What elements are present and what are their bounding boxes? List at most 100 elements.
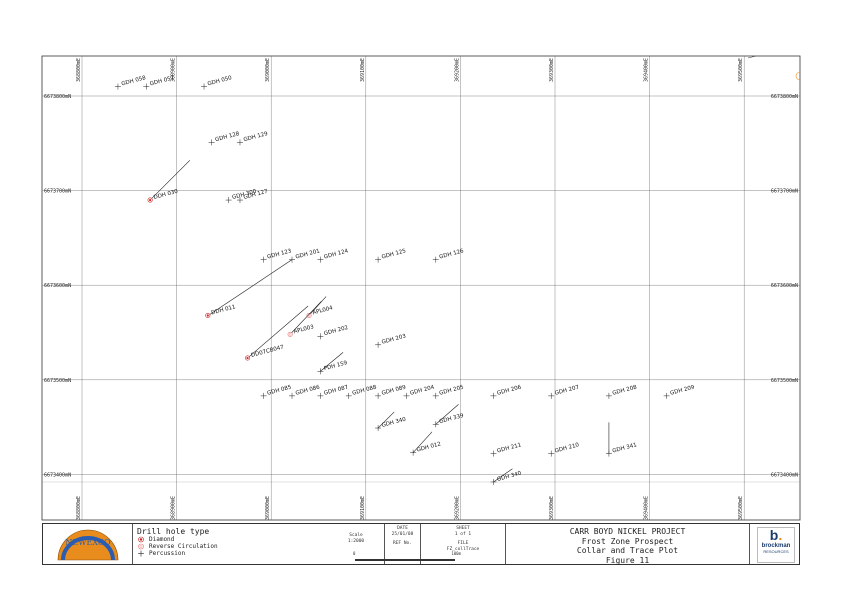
trace-line xyxy=(412,431,433,453)
easting-label: 369200mE xyxy=(454,58,460,82)
hole-label: GDH 126 xyxy=(439,248,465,260)
trace-line xyxy=(209,259,293,315)
hole-label: GDH 210 xyxy=(554,442,580,454)
northing-label: 6673800mN xyxy=(44,94,71,100)
hole-label: GDH 203 xyxy=(381,333,407,345)
easting-label: 369000mE xyxy=(265,58,271,82)
drillhole-gdh-208: GDH 208 xyxy=(605,384,638,399)
hole-label: GDH 123 xyxy=(267,248,293,260)
hole-label: GDH 206 xyxy=(496,384,522,396)
drillhole-gdh-086: GDH 086 xyxy=(289,384,321,399)
hole-label: DD07CB047 xyxy=(251,344,285,359)
scale-bar: 0 100m xyxy=(353,551,461,565)
hole-label: GDH 086 xyxy=(295,384,321,396)
orange-marker-icon xyxy=(795,71,801,81)
drillhole-apl003: APL003 xyxy=(287,301,322,337)
trace-line xyxy=(320,352,344,372)
drillhole-gdh-124: GDH 124 xyxy=(317,248,349,263)
drillhole-ddh-011: DDH 011 xyxy=(205,304,236,318)
drillhole-gdh-206: GDH 206 xyxy=(490,384,523,399)
drillhole-gdh-203: GDH 203 xyxy=(375,333,407,348)
hole-label: GDH 050 xyxy=(207,75,233,87)
drillhole-gdh-050: GDH 050 xyxy=(201,75,233,90)
trace-line xyxy=(308,296,327,316)
hole-label: GDH 202 xyxy=(323,325,349,337)
easting-label: 369100mE xyxy=(360,58,366,82)
hole-label: GDH 057 xyxy=(149,75,175,87)
northing-label: 6673500mN xyxy=(44,378,71,384)
trace-line xyxy=(289,301,322,335)
drillhole-gdh-201: GDH 201 xyxy=(209,248,321,315)
legend-item-percussion: Percussion xyxy=(137,550,324,557)
drillhole-apl004: APL004 xyxy=(306,296,334,318)
easting-label: 369200mE xyxy=(454,496,460,520)
trace-line xyxy=(493,468,513,483)
trace-line xyxy=(435,404,459,425)
northing-label: 6673500mN xyxy=(771,378,798,384)
easting-label: 369300mE xyxy=(549,496,555,520)
drillhole-ddh-030: DDH 030 xyxy=(147,160,191,203)
date-cell: DATE 25/01/08 REF No. xyxy=(385,524,421,564)
hole-label: APL004 xyxy=(312,305,334,316)
easting-label: 369300mE xyxy=(549,58,555,82)
drillhole-gdh-129: GDH 129 xyxy=(236,131,269,146)
sheet-cell: SHEET 1 of 1 FILE FZ_collTrace xyxy=(421,524,506,564)
easting-label: 369100mE xyxy=(360,496,366,520)
hole-label: GDH 201 xyxy=(295,248,321,260)
drillhole-gdh-126: GDH 126 xyxy=(432,248,465,263)
hole-label: GDH 211 xyxy=(496,442,522,454)
title-block: NEWEXCO Drill hole type Diamond Reverse C… xyxy=(42,523,800,565)
drillhole-gdh-207: GDH 207 xyxy=(548,384,580,399)
easting-label: 369400mE xyxy=(644,58,650,82)
hole-label: GDH 341 xyxy=(612,442,638,454)
hole-label: GDH 208 xyxy=(612,384,638,396)
svg-text:NEWEXCO: NEWEXCO xyxy=(65,538,111,547)
easting-label: 368900mE xyxy=(171,496,177,520)
trace-line xyxy=(149,160,191,201)
easting-label: 368800mE xyxy=(76,496,82,520)
drillhole-gdh-012: GDH 012 xyxy=(410,431,442,456)
drillhole-gdh-085: GDH 085 xyxy=(260,384,293,399)
hole-label: GDH 128 xyxy=(215,131,241,143)
drillhole-gdh-089: GDH 089 xyxy=(375,384,407,399)
northing-label: 6673400mN xyxy=(44,472,71,478)
legend-item-diamond: Diamond xyxy=(137,536,324,543)
drillhole-gdh-205: GDH 205 xyxy=(432,384,465,399)
drillhole-gdh-087: GDH 087 xyxy=(317,384,349,399)
drillhole-gdh-123: GDH 123 xyxy=(260,248,293,263)
drillhole-gdh-341: GDH 341 xyxy=(605,422,638,457)
percussion-icon xyxy=(138,550,144,557)
northing-label: 6673700mN xyxy=(44,189,71,195)
hole-label: GDH 124 xyxy=(323,248,349,260)
drillhole-gdh-211: GDH 211 xyxy=(490,442,522,457)
drillhole-gdh-340: GDH 340 xyxy=(375,411,407,432)
legend-title: Drill hole type xyxy=(137,527,210,536)
drillhole-gdh-204: GDH 204 xyxy=(403,384,436,399)
hole-label: GDH 340 xyxy=(496,471,522,483)
drillhole-gdh-202: GDH 202 xyxy=(317,325,349,340)
hole-label: GDH 339 xyxy=(439,413,465,425)
easting-label: 368900mE xyxy=(171,58,177,82)
hole-label: GDH 085 xyxy=(267,384,293,396)
drillhole-gdh-128: GDH 128 xyxy=(208,131,241,146)
drillhole-pdh-159: PDH 159 xyxy=(317,352,349,375)
newexco-logo: NEWEXCO xyxy=(43,524,133,564)
easting-label: 369400mE xyxy=(644,496,650,520)
hole-label: GDH 209 xyxy=(670,384,696,396)
legend-item-rc: Reverse Circulation xyxy=(137,543,324,550)
hole-label: GDH 205 xyxy=(439,384,465,396)
easting-label: 369500mE xyxy=(738,58,744,82)
hole-label: GDH 125 xyxy=(381,248,407,260)
map-frame xyxy=(41,55,801,521)
hole-label: GDH 129 xyxy=(243,131,269,143)
rc-icon xyxy=(138,543,144,550)
northing-label: 6673400mN xyxy=(771,472,798,478)
scale-cell: Scale 1:2000 xyxy=(328,524,385,564)
hole-label: GDH 204 xyxy=(409,384,435,396)
drillhole-gdh-339: GDH 339 xyxy=(432,404,465,428)
brockman-logo: b. brockman RESOURCES xyxy=(750,524,799,564)
easting-label: 369000mE xyxy=(265,496,271,520)
hole-label: GDH 340 xyxy=(381,417,407,429)
legend: Drill hole type Diamond Reverse Circulati… xyxy=(133,524,328,564)
